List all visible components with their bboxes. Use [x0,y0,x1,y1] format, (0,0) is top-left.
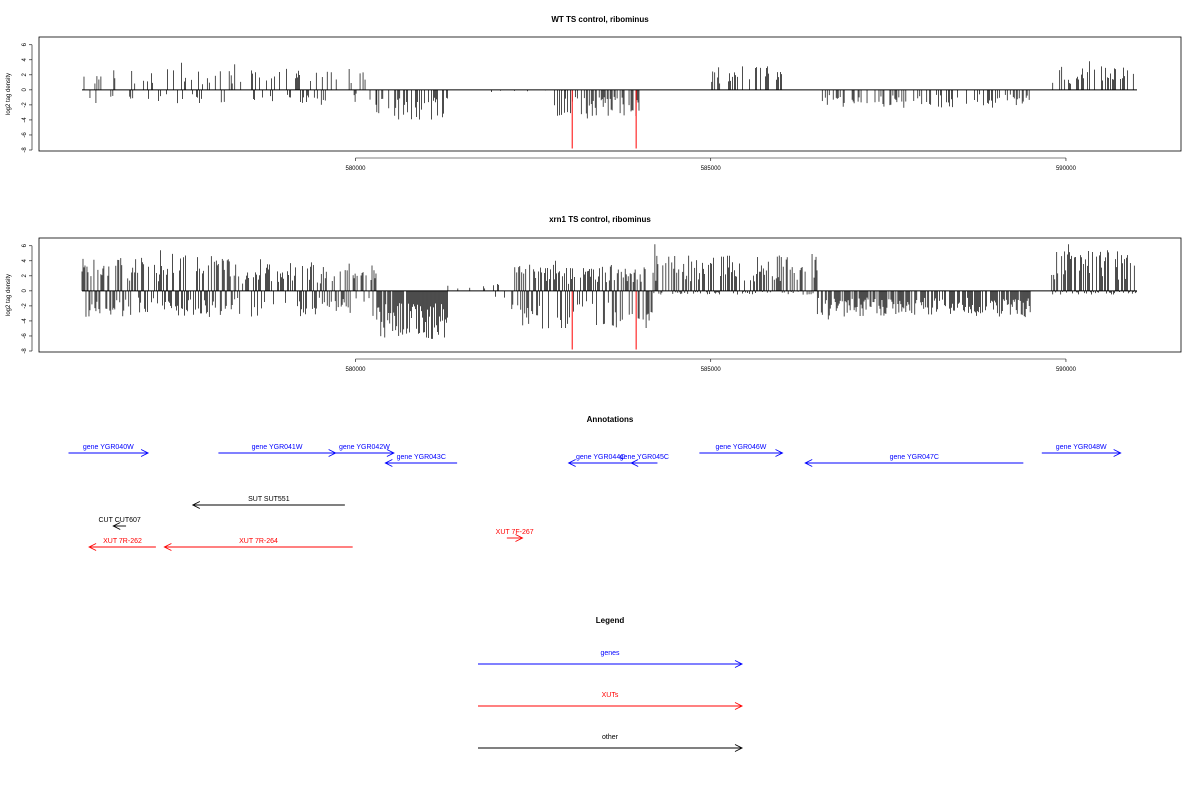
feature: gene YGR048W [1041,444,1122,457]
feature: CUT CUT607 [99,517,141,530]
y-axis-label: log2 tag density [6,274,12,316]
legend-label: other [602,734,619,741]
arrowhead [775,449,784,457]
arrowhead [734,702,744,710]
y-tick-label: 2 [22,72,28,76]
feature: SUT SUT551 [191,496,345,509]
feature-label: gene YGR047C [890,454,939,461]
arrowhead [191,501,201,509]
y-tick-label: 6 [22,42,28,46]
feature: XUT 7F-267 [496,529,534,542]
feature-label: CUT CUT607 [99,517,141,524]
x-tick-label: 585000 [701,166,722,172]
feature: gene YGR040W [68,444,150,457]
y-tick-label: -2 [22,102,28,108]
legend-entry [478,744,744,752]
arrowhead [734,744,744,752]
arrowhead [88,543,97,551]
chart-title: xrn1 TS control, ribominus [549,215,651,224]
y-tick-label: -4 [22,117,28,123]
chart-title: WT TS control, ribominus [551,15,649,24]
legend-label: XUTs [602,692,619,699]
feature-label: XUT 7F-267 [496,529,534,536]
arrowhead [163,543,172,551]
feature-label: gene YGR043C [397,454,446,461]
feature: gene YGR041W [218,444,337,457]
x-tick-label: 580000 [346,166,367,172]
y-tick-label: 0 [22,88,28,92]
annotations-title: Annotations [587,415,634,424]
annotations-panel: Annotations gene YGR040W gene YGR041W gene … [68,415,1122,551]
x-tick-label: 590000 [1056,166,1077,172]
x-tick-label: 585000 [701,367,722,373]
feature: gene YGR043C [384,454,458,467]
feature: XUT 7R-262 [88,538,156,551]
y-tick-label: -4 [22,318,28,324]
feature-label: XUT 7R-264 [239,538,278,545]
y-axis-label: log2 tag density [6,73,12,115]
feature-label: gene YGR041W [252,444,303,451]
y-tick-label: 4 [22,57,28,61]
feature: gene YGR044C [567,454,633,467]
x-tick-label: 590000 [1056,367,1077,373]
feature: gene YGR046W [699,444,784,457]
feature-label: XUT 7R-262 [103,538,142,545]
legend-title: Legend [596,616,625,625]
panel-xrn1: xrn1 TS control, ribominus 6 4 2 0 -2 -4 -6 -8 lo… [6,215,1182,373]
arrowhead [630,459,639,467]
feature-label: gene YGR048W [1056,444,1107,451]
plot-frame [38,36,1182,152]
y-tick-label: -6 [22,333,28,339]
y-tick-label: -8 [22,348,28,354]
legend-entry [478,660,744,668]
bars [81,244,1137,339]
feature: gene YGR045C [620,454,669,467]
legend-entry [478,702,744,710]
y-tick-label: 0 [22,289,28,293]
feature-label: gene YGR042W [339,444,390,451]
legend-panel: Legend genes XUTs other [478,616,744,752]
panel-wt: WT TS control, ribominus 6 4 2 0 -2 -4 -6 -8 log2… [6,15,1182,172]
arrowhead [140,449,150,457]
arrowhead [804,459,813,467]
x-tick-label: 580000 [346,367,367,373]
arrowhead [384,459,393,467]
feature: gene YGR042W [334,444,395,457]
arrowhead [112,522,121,530]
y-tick-label: -6 [22,132,28,138]
arrowhead [386,449,395,457]
arrowhead [567,459,576,467]
feature-label: gene YGR046W [716,444,767,451]
feature-label: gene YGR045C [620,454,669,461]
y-tick-label: 4 [22,258,28,262]
bars [83,61,1134,120]
feature-label: gene YGR040W [83,444,134,451]
y-tick-label: 6 [22,243,28,247]
feature: XUT 7R-264 [163,538,353,551]
arrowhead [515,534,524,542]
feature: gene YGR047C [804,454,1024,467]
arrowhead [734,660,744,668]
feature-label: SUT SUT551 [248,496,290,503]
feature-label: gene YGR044C [576,454,625,461]
plot-frame [38,237,1182,353]
y-tick-label: -2 [22,303,28,309]
legend-label: genes [600,650,620,657]
y-tick-label: -8 [22,147,28,153]
arrowhead [1113,449,1122,457]
y-tick-label: 2 [22,273,28,277]
